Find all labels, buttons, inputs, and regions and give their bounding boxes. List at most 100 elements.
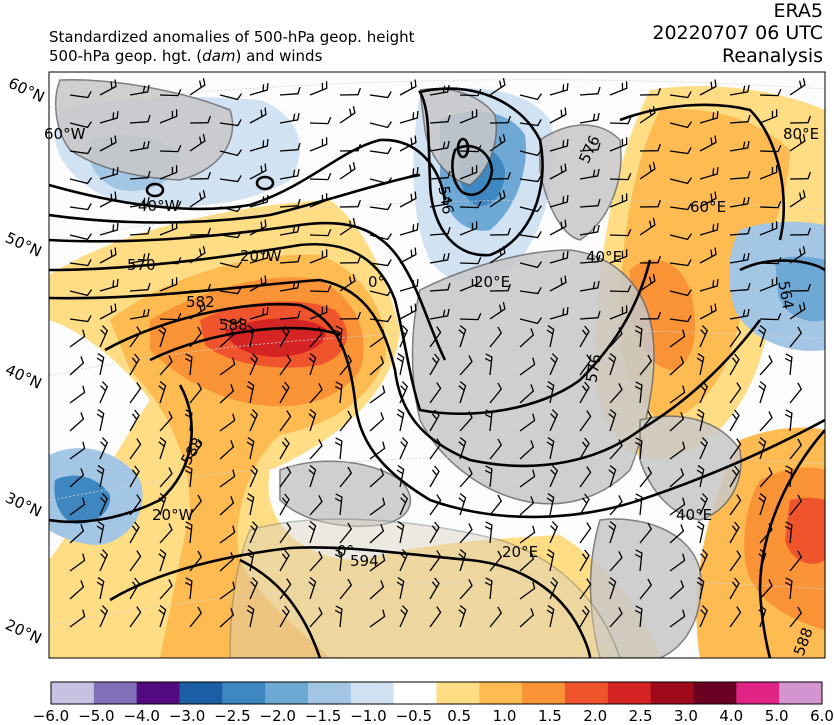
wind-barb bbox=[399, 549, 409, 572]
wind-barb bbox=[309, 172, 332, 181]
wind-barb bbox=[758, 324, 767, 348]
wind-barb bbox=[519, 205, 543, 213]
wind-barb bbox=[549, 307, 569, 320]
wind-barb bbox=[699, 493, 709, 516]
wind-barb bbox=[369, 609, 386, 628]
contour-570 bbox=[49, 242, 652, 415]
wind-barb bbox=[759, 165, 778, 180]
colorbar-swatch bbox=[779, 682, 823, 704]
wind-barb bbox=[429, 550, 442, 572]
wind-barb bbox=[309, 284, 332, 293]
wind-barb bbox=[729, 606, 742, 628]
wind-barb bbox=[399, 493, 409, 516]
wind-barb bbox=[249, 521, 259, 544]
wind-barb bbox=[219, 440, 235, 460]
contour-closed-low-1 bbox=[145, 182, 165, 198]
wind-barb bbox=[669, 553, 686, 572]
wind-barb bbox=[246, 493, 255, 516]
contour-se bbox=[758, 429, 825, 658]
contour-label-564: 564 bbox=[774, 279, 797, 310]
wind-barb bbox=[339, 522, 353, 544]
lon-label-20E-south: 20°E bbox=[502, 543, 538, 561]
wind-barb bbox=[159, 523, 173, 544]
wind-barb bbox=[159, 88, 182, 97]
wind-barb bbox=[609, 172, 632, 181]
wind-barb bbox=[219, 231, 242, 239]
wind-barb bbox=[189, 301, 206, 320]
wind-barb bbox=[129, 326, 142, 348]
wind-barb bbox=[129, 577, 140, 600]
wind-barb bbox=[579, 112, 600, 124]
subtitle-prefix: 500-hPa geop. hgt. ( bbox=[49, 47, 203, 65]
wind-barb bbox=[69, 289, 93, 297]
wind-barb bbox=[579, 224, 600, 236]
wind-barb bbox=[279, 86, 301, 96]
wind-barbs bbox=[69, 77, 812, 628]
colorbar-tick-label: 1.5 bbox=[537, 707, 562, 725]
wind-barb bbox=[279, 437, 290, 460]
wind-barb bbox=[669, 91, 692, 99]
wind-barb bbox=[429, 606, 442, 628]
colorbar-tick-label: −3.0 bbox=[168, 707, 206, 725]
wind-barb bbox=[369, 147, 392, 155]
wind-barb bbox=[99, 135, 117, 152]
wind-barb bbox=[158, 548, 167, 572]
wind-barb bbox=[399, 79, 417, 96]
wind-barb bbox=[189, 494, 203, 516]
wind-barb bbox=[309, 193, 328, 208]
wind-barb bbox=[546, 493, 555, 516]
wind-barb bbox=[249, 219, 267, 236]
wind-barb bbox=[279, 168, 300, 180]
wind-barb bbox=[639, 354, 653, 376]
wind-barb bbox=[429, 84, 450, 96]
wind-barb bbox=[699, 303, 717, 320]
wind-barb bbox=[219, 525, 236, 544]
lat-label-20N: 20°N bbox=[3, 616, 45, 648]
wind-barb bbox=[189, 171, 212, 180]
wind-barb bbox=[784, 465, 793, 488]
colorbar-tick-label: −1.5 bbox=[304, 707, 342, 725]
wind-barb bbox=[249, 275, 267, 292]
wind-barb bbox=[279, 410, 292, 432]
wind-barb bbox=[759, 88, 782, 97]
wind-barb bbox=[789, 189, 806, 208]
lat-label-30N: 30°N bbox=[3, 489, 45, 521]
wind-barb bbox=[639, 143, 662, 152]
wind-barb bbox=[279, 142, 301, 152]
contour-label-588-north: 588 bbox=[219, 316, 248, 334]
graticule-30N bbox=[49, 454, 825, 502]
wind-barb bbox=[579, 142, 601, 152]
wind-barb bbox=[519, 261, 543, 269]
wind-barb bbox=[459, 256, 482, 265]
wind-barb bbox=[696, 521, 705, 544]
wind-barb bbox=[279, 466, 292, 488]
wind-barb bbox=[309, 551, 323, 572]
wind-barb bbox=[369, 385, 386, 404]
wind-barb bbox=[669, 412, 685, 432]
wind-barb bbox=[246, 549, 255, 572]
wind-barb bbox=[639, 161, 656, 180]
wind-barb bbox=[669, 329, 686, 348]
wind-barb bbox=[159, 256, 182, 265]
colorbar-tick-label: 6.0 bbox=[810, 707, 834, 725]
wind-barb bbox=[69, 356, 85, 376]
wind-barb bbox=[489, 550, 503, 572]
wind-barb bbox=[549, 353, 559, 376]
wind-barb bbox=[129, 84, 150, 96]
graticule bbox=[49, 79, 825, 627]
wind-barb bbox=[519, 608, 535, 628]
wind-barb bbox=[458, 492, 467, 516]
wind-barb bbox=[334, 493, 343, 516]
wind-barb bbox=[219, 384, 235, 404]
wind-barb bbox=[396, 465, 405, 488]
wind-barb bbox=[579, 466, 592, 488]
wind-barb bbox=[579, 578, 592, 600]
wind-barb bbox=[669, 203, 692, 211]
wind-barb bbox=[519, 328, 535, 348]
wind-barb bbox=[634, 381, 643, 404]
wind-barb bbox=[429, 465, 440, 488]
colorbar-swatch bbox=[93, 682, 138, 704]
wind-barb bbox=[759, 221, 778, 236]
height-contours bbox=[49, 87, 825, 658]
